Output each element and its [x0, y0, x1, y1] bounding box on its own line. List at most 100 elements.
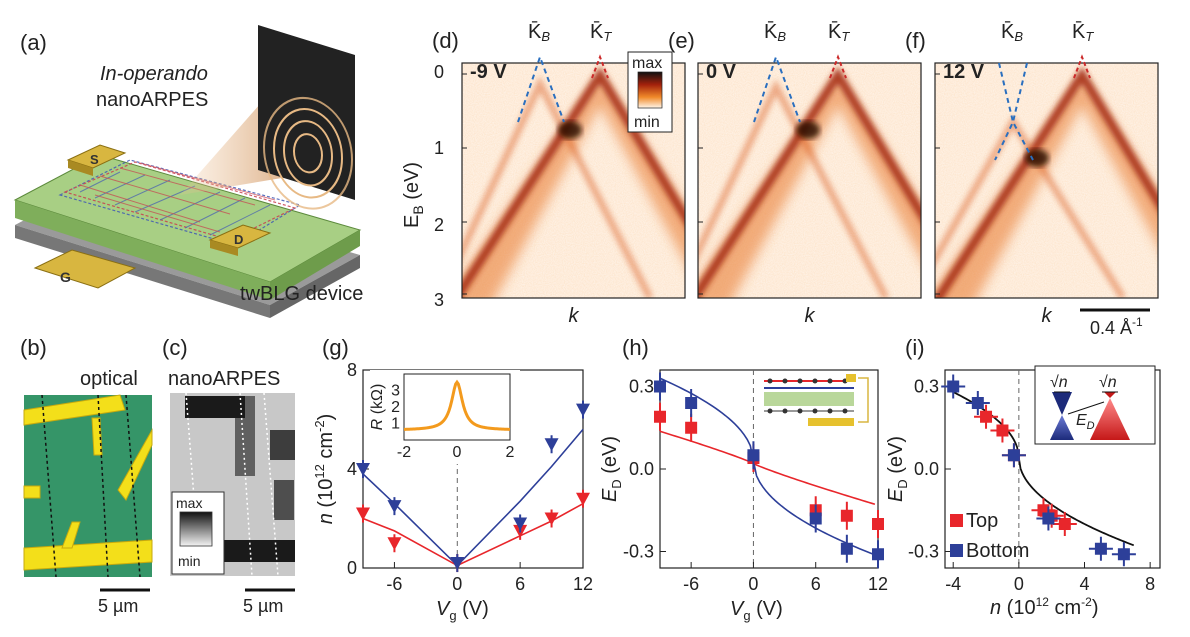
panel-h-ylabel: ED (eV)	[599, 436, 624, 502]
kt-guide-line	[1073, 54, 1091, 79]
arpes-colorbar: max min	[627, 51, 673, 133]
sqrt-n-label-bottom: √n	[1050, 374, 1068, 391]
kb-label: K̄B	[1001, 20, 1023, 44]
top-dirac-cone-upper	[1104, 392, 1116, 398]
panel-b-scalebar-label: 5 µm	[98, 596, 138, 616]
arpes-map	[698, 63, 921, 298]
arpes-cbar-max: max	[632, 55, 662, 72]
flake-edge-lines	[41, 394, 141, 578]
xtick-label: 0	[1014, 574, 1024, 594]
data-point-bottom	[654, 380, 666, 393]
data-point-top	[996, 424, 1009, 437]
arpes-ytick: 1	[434, 138, 444, 158]
ytick-label: -0.3	[908, 542, 939, 562]
data-point-top	[872, 518, 884, 530]
ytick-label: 0.0	[629, 459, 654, 479]
bottom-cone-branch	[935, 115, 1126, 298]
ed-arrow	[1067, 401, 1105, 415]
panel-b-title: optical	[80, 368, 138, 390]
arpes-xlabel: k	[805, 305, 816, 327]
top-dirac-cone	[1090, 398, 1130, 440]
panel-h-xlabel: Vg (V)	[730, 598, 783, 623]
panel-a-label: (a)	[20, 30, 47, 55]
carbon-atom	[827, 378, 833, 384]
substrate-side	[15, 225, 270, 318]
arpes-map	[462, 63, 685, 298]
arpes-xlabel: k	[569, 305, 580, 327]
arpes-panel-label: (d)	[432, 28, 459, 53]
top-contact	[846, 374, 856, 382]
ed-label: ED	[1076, 412, 1095, 432]
bottom-dirac-cone-upper	[1052, 392, 1072, 415]
data-point-bottom	[747, 449, 760, 462]
data-point-top	[544, 512, 559, 526]
data-point-bottom	[1007, 449, 1020, 462]
arpes-panel-f: (f) 12 V K̄B K̄T k	[905, 20, 1159, 327]
data-point-bottom	[450, 557, 465, 571]
data-point-top	[387, 537, 402, 551]
arpes-panels: (d) -9 V K̄B K̄T k max min (e) 0 V K̄B K̄T k (f) 12 V…	[432, 20, 1159, 327]
arpes-colorbar-gradient	[637, 71, 663, 109]
data-point-bottom	[356, 463, 370, 476]
panel-c-label: (c)	[162, 335, 188, 360]
band-crossing	[1025, 149, 1049, 167]
legend-swatch-top	[950, 514, 963, 527]
fit-curve-bottom	[659, 377, 876, 556]
drain-electrode	[208, 224, 272, 249]
panel-a-title-italic: In-operando	[100, 63, 208, 85]
fit-curve-top	[659, 430, 876, 506]
data-point-top	[685, 421, 698, 434]
kb-guide-line	[753, 54, 801, 123]
kb-guide-line	[1011, 62, 1034, 161]
inset-xtick: 2	[506, 444, 515, 461]
ytick-label: 0	[347, 558, 357, 578]
data-point-top	[576, 492, 590, 506]
data-point-bottom	[685, 397, 698, 409]
arpes-cbar-min: min	[634, 114, 660, 131]
xtick-label: 12	[868, 574, 888, 594]
kb-label: K̄B	[528, 20, 550, 44]
panel-h-label: (h)	[622, 335, 649, 360]
panel-g-label: (g)	[322, 335, 349, 360]
arpes-frame	[934, 62, 1159, 299]
gate-label: G	[60, 269, 71, 285]
data-point-top	[1058, 518, 1071, 530]
legend-swatch-bottom	[950, 544, 963, 557]
legend-label-bottom: Bottom	[966, 540, 1029, 562]
data-point-top	[654, 410, 666, 423]
ytick-label: 0.3	[914, 377, 939, 397]
data-point-bottom	[947, 380, 960, 393]
inset-xtick: 0	[453, 444, 462, 461]
xtick-label: 0	[748, 574, 758, 594]
xtick-label: 8	[1145, 574, 1155, 594]
arpes-ytick: 3	[434, 290, 444, 310]
arpes-frame	[697, 62, 922, 299]
dielectric-layer	[764, 392, 854, 406]
xtick-label: -6	[683, 574, 699, 594]
carbon-atom	[782, 378, 788, 384]
xtick-label: 12	[573, 574, 593, 594]
fit-line-top	[362, 502, 584, 567]
circuit-wire	[858, 377, 869, 423]
panel-c-cbar-min: min	[178, 553, 201, 569]
bottom-cone-branch	[698, 79, 890, 298]
data-point-bottom	[576, 403, 590, 417]
arpes-panel-label: (f)	[905, 28, 926, 53]
inset-ylabel: R (kΩ)	[369, 384, 386, 431]
arpes-xlabel: k	[1042, 305, 1053, 327]
panel-c-title: nanoARPES	[168, 368, 280, 390]
drain-label: D	[234, 232, 243, 247]
bottom-cone-branch	[462, 76, 654, 298]
arpes-map	[935, 63, 1158, 298]
panel-g-xlabel: Vg (V)	[436, 598, 489, 623]
kt-label: K̄T	[1072, 20, 1094, 44]
data-point-bottom	[809, 512, 822, 525]
dirac-cone-inset: √n √n ED	[1034, 365, 1156, 445]
arpes-voltage-label: 0 V	[706, 61, 737, 83]
arpes-ylabel: EB (eV)	[401, 162, 426, 228]
xtick-label: -6	[386, 574, 402, 594]
panel-a: (a) In-operando nanoARPES G S	[13, 25, 363, 318]
